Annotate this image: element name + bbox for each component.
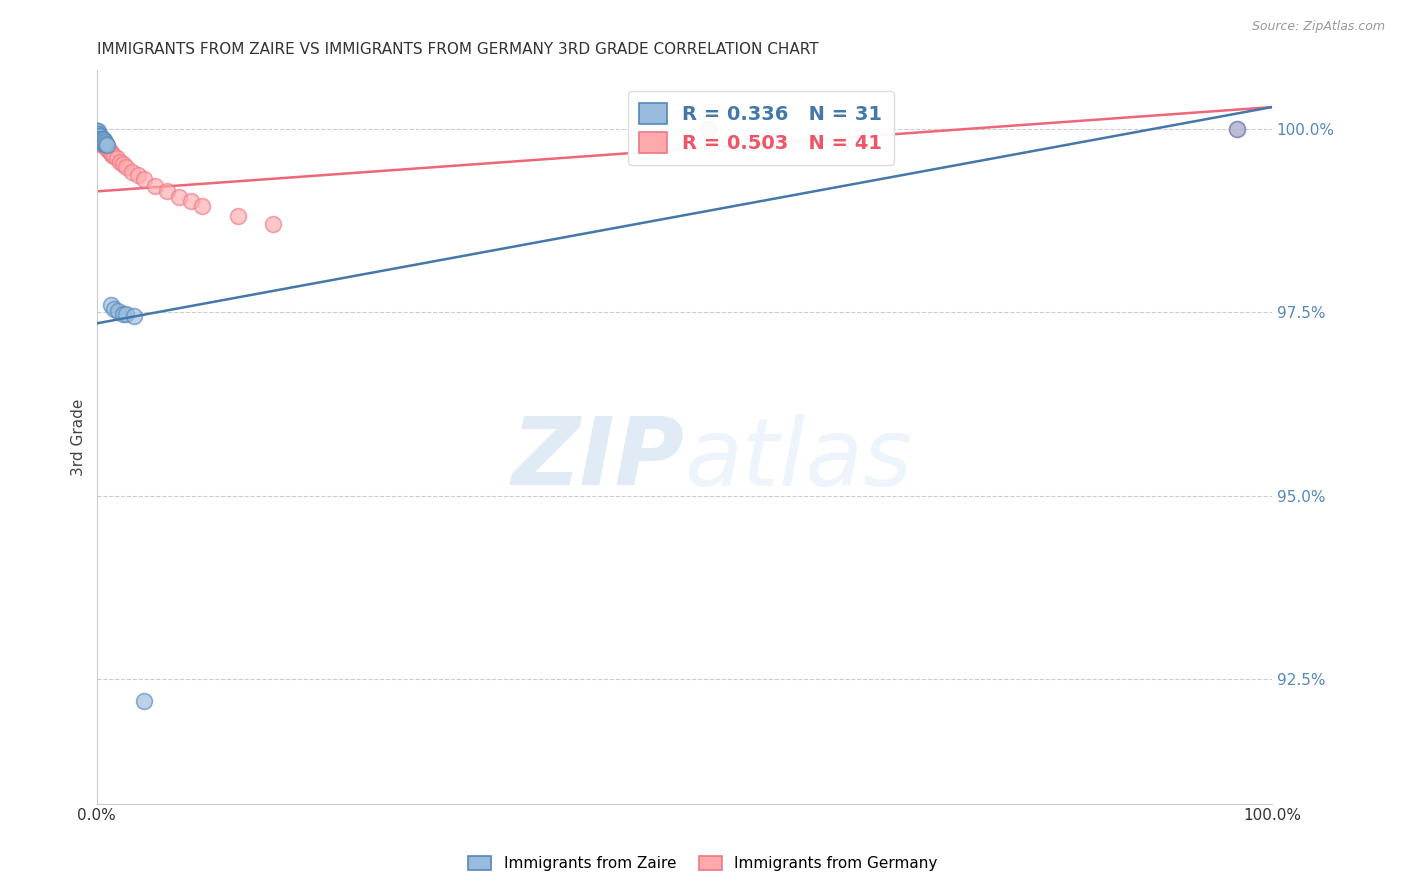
Point [167,189,190,203]
Point [226,209,249,223]
Point [103,301,125,316]
Point [115,160,138,174]
Point [1226,122,1249,136]
Point [87,133,110,147]
Point [105,152,128,166]
Point [86,129,108,144]
Y-axis label: 3rd Grade: 3rd Grade [72,399,86,475]
Point [87,129,110,144]
Point [156,185,179,199]
Point [132,172,155,186]
Point [122,309,145,323]
Point [90,135,112,149]
Point [108,155,131,169]
Point [100,145,122,160]
Point [93,135,115,149]
Legend: Immigrants from Zaire, Immigrants from Germany: Immigrants from Zaire, Immigrants from G… [463,849,943,877]
Point [96,138,118,153]
Point [87,127,110,141]
Point [94,140,117,154]
Point [127,168,149,182]
Point [86,127,108,141]
Point [93,133,115,147]
Point [86,127,108,141]
Point [87,131,110,145]
Point [98,144,121,158]
Point [101,147,124,161]
Text: ZIP: ZIP [512,413,685,505]
Point [87,129,110,144]
Point [1226,122,1249,136]
Point [696,122,718,136]
Point [111,307,134,321]
Point [87,129,110,144]
Text: atlas: atlas [685,414,912,505]
Text: IMMIGRANTS FROM ZAIRE VS IMMIGRANTS FROM GERMANY 3RD GRADE CORRELATION CHART: IMMIGRANTS FROM ZAIRE VS IMMIGRANTS FROM… [97,42,818,57]
Point [87,127,110,141]
Point [93,138,115,153]
Point [94,136,117,151]
Point [89,129,111,144]
Point [89,135,111,149]
Point [91,133,114,147]
Point [103,149,125,163]
Point [87,131,110,145]
Legend: R = 0.336   N = 31, R = 0.503   N = 41: R = 0.336 N = 31, R = 0.503 N = 41 [627,91,894,165]
Point [89,136,111,151]
Point [180,194,202,208]
Point [89,129,111,144]
Point [87,133,110,147]
Point [111,157,134,171]
Point [96,140,118,154]
Point [87,124,110,138]
Text: Source: ZipAtlas.com: Source: ZipAtlas.com [1251,20,1385,33]
Point [94,138,117,153]
Point [100,298,122,312]
Point [89,131,111,145]
Point [97,143,120,157]
Point [90,131,112,145]
Point [91,136,114,151]
Point [191,199,214,213]
Point [94,136,117,151]
Point [87,129,110,144]
Point [107,304,129,318]
Point [93,136,115,151]
Point [87,133,110,147]
Point [91,131,114,145]
Point [90,135,112,149]
Point [115,307,138,321]
Point [86,124,108,138]
Point [94,135,117,149]
Point [262,218,284,232]
Point [89,133,111,147]
Point [132,694,155,708]
Point [91,135,114,149]
Point [86,124,108,138]
Point [145,179,167,194]
Point [121,164,143,178]
Point [696,122,718,136]
Point [90,131,112,145]
